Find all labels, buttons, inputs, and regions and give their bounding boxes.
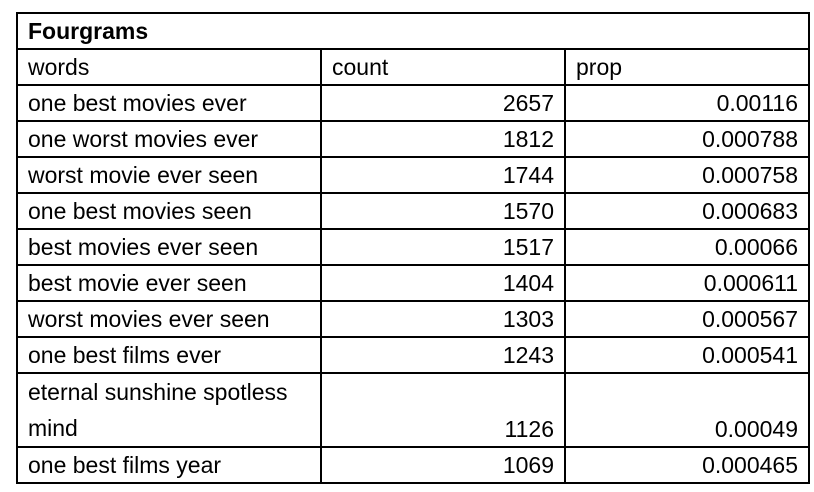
cell-count: 1303 [320,300,566,338]
table-row: one best movies ever 2657 0.00116 [16,84,811,122]
cell-words: one best movies seen [16,192,322,230]
table-row: one best films year 1069 0.000465 [16,446,811,484]
cell-words: one worst movies ever [16,120,322,158]
cell-words: one best films year [16,446,322,484]
table-row: one best movies seen 1570 0.000683 [16,192,811,230]
cell-words: worst movies ever seen [16,300,322,338]
table-row: best movie ever seen 1404 0.000611 [16,264,811,302]
cell-prop: 0.000788 [563,120,811,158]
cell-prop: 0.000465 [563,446,811,484]
fourgrams-table: Fourgrams words count prop one best movi… [15,12,811,484]
cell-count: 1126 [320,372,566,448]
cell-words: worst movie ever seen [16,156,322,194]
cell-prop: 0.000567 [563,300,811,338]
table-row: best movies ever seen 1517 0.00066 [16,228,811,266]
header-prop: prop [563,48,811,86]
cell-prop: 0.000611 [563,264,811,302]
cell-prop: 0.000758 [563,156,811,194]
table-row: worst movies ever seen 1303 0.000567 [16,300,811,338]
header-row: words count prop [16,48,811,86]
table-row: one worst movies ever 1812 0.000788 [16,120,811,158]
table-row: eternal sunshine spotless mind 1126 0.00… [16,372,811,448]
cell-words: best movies ever seen [16,228,322,266]
cell-count: 1243 [320,336,566,374]
title-row: Fourgrams [15,12,811,50]
header-count: count [320,48,566,86]
cell-words: one best movies ever [16,84,322,122]
cell-count: 1812 [320,120,566,158]
cell-prop: 0.00049 [563,372,811,448]
cell-prop: 0.000541 [563,336,811,374]
cell-count: 1744 [320,156,566,194]
cell-words: one best films ever [16,336,322,374]
table-title: Fourgrams [15,12,811,50]
cell-count: 1517 [320,228,566,266]
cell-prop: 0.00116 [563,84,811,122]
cell-count: 2657 [320,84,566,122]
cell-count: 1069 [320,446,566,484]
table-row: one best films ever 1243 0.000541 [16,336,811,374]
cell-count: 1570 [320,192,566,230]
cell-words: eternal sunshine spotless mind [16,372,322,448]
cell-count: 1404 [320,264,566,302]
cell-prop: 0.000683 [563,192,811,230]
header-words: words [16,48,322,86]
cell-prop: 0.00066 [563,228,811,266]
table-row: worst movie ever seen 1744 0.000758 [16,156,811,194]
cell-words: best movie ever seen [16,264,322,302]
